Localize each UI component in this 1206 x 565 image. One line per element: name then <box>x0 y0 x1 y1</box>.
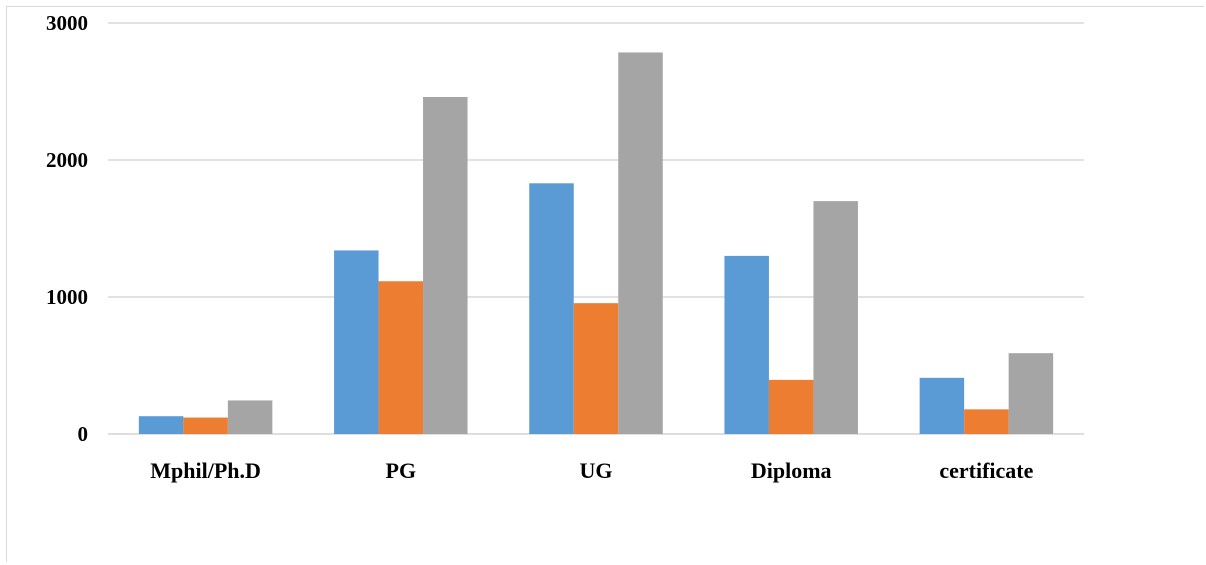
x-category-label: Mphil/Ph.D <box>150 458 261 483</box>
y-tick-label: 1000 <box>46 285 88 309</box>
bar <box>529 183 574 434</box>
y-tick-label: 3000 <box>46 11 88 35</box>
bar <box>138 416 184 434</box>
x-axis-category-labels: Mphil/Ph.D PG UG Diploma certificate <box>150 458 1033 483</box>
bar <box>724 255 769 434</box>
x-category-label: UG <box>580 458 613 483</box>
bar <box>1008 353 1054 434</box>
x-category-label: PG <box>386 458 417 483</box>
x-category-label: Diploma <box>751 458 832 483</box>
y-tick-label: 0 <box>78 422 89 446</box>
bars <box>138 52 1054 435</box>
chart-frame <box>6 6 1204 562</box>
bar <box>618 52 663 435</box>
y-tick-label: 2000 <box>46 148 88 172</box>
bar <box>378 281 424 434</box>
x-category-label: certificate <box>939 458 1033 483</box>
bar <box>919 377 965 434</box>
bar <box>573 303 619 434</box>
bar <box>964 409 1009 434</box>
bar <box>227 400 273 434</box>
bar <box>813 201 858 434</box>
bar <box>768 379 814 434</box>
y-axis-tick-labels: 0 1000 2000 3000 <box>46 11 88 446</box>
bar <box>423 96 468 434</box>
bar <box>183 417 228 434</box>
bar <box>334 250 379 434</box>
